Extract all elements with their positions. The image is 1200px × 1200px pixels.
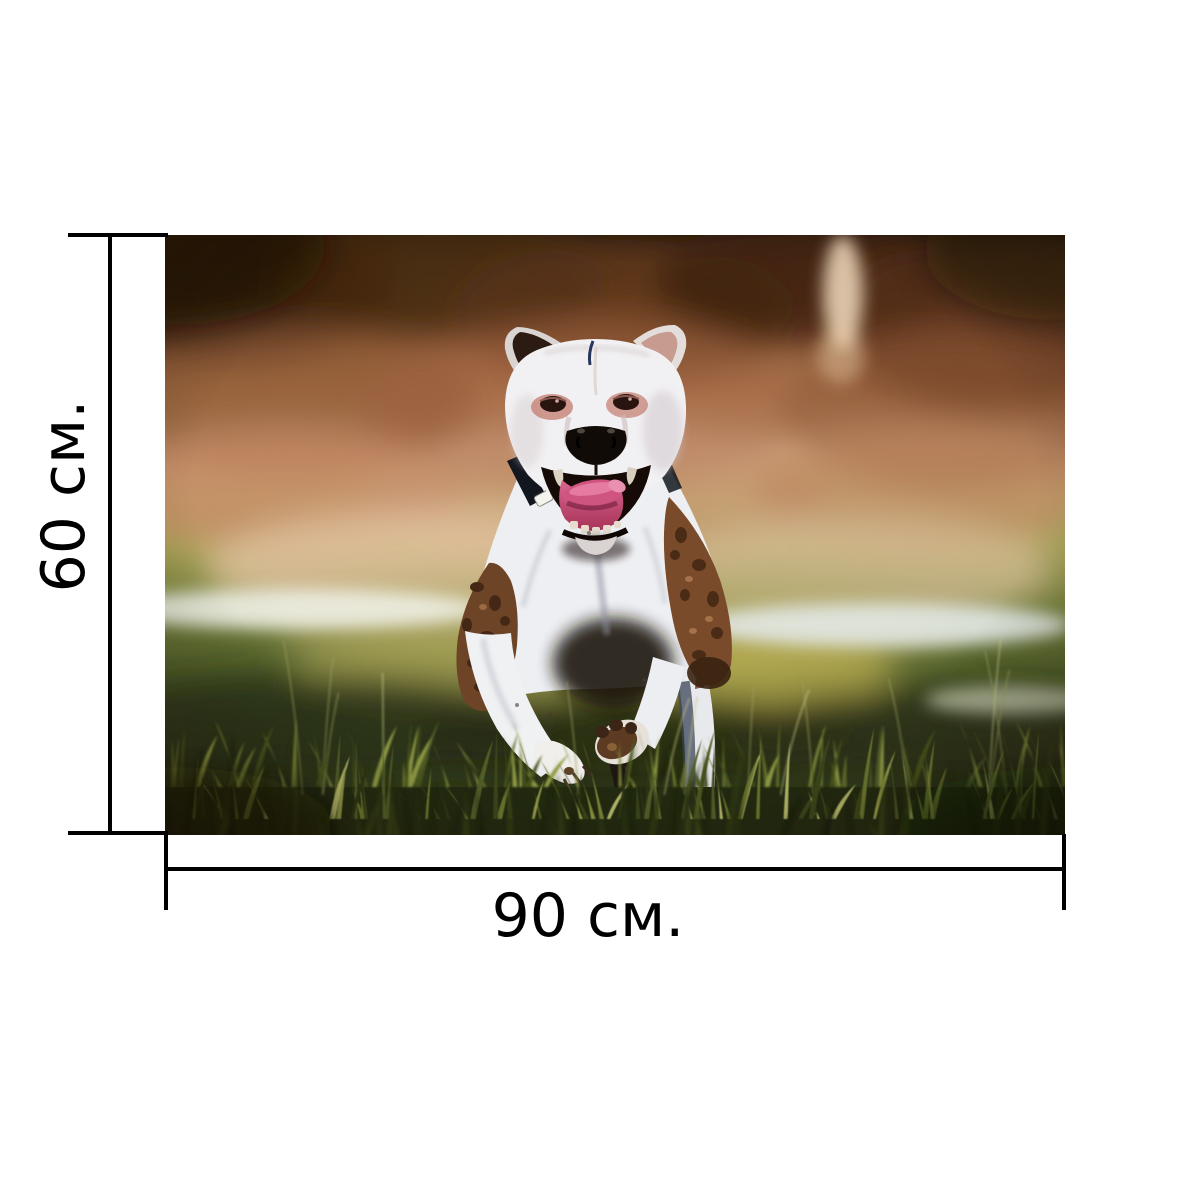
height-label: 60 см.	[29, 399, 99, 593]
height-bottom-tick	[68, 831, 168, 835]
height-dimension-line	[108, 235, 112, 833]
dog-photo-svg	[165, 235, 1065, 835]
height-top-tick	[68, 233, 168, 237]
width-label: 90 см.	[491, 881, 685, 951]
vignette-overlay	[165, 235, 1065, 835]
width-dimension-line	[165, 867, 1065, 871]
width-left-tick	[164, 834, 168, 910]
dog-photo	[165, 235, 1065, 835]
width-right-tick	[1062, 834, 1066, 910]
